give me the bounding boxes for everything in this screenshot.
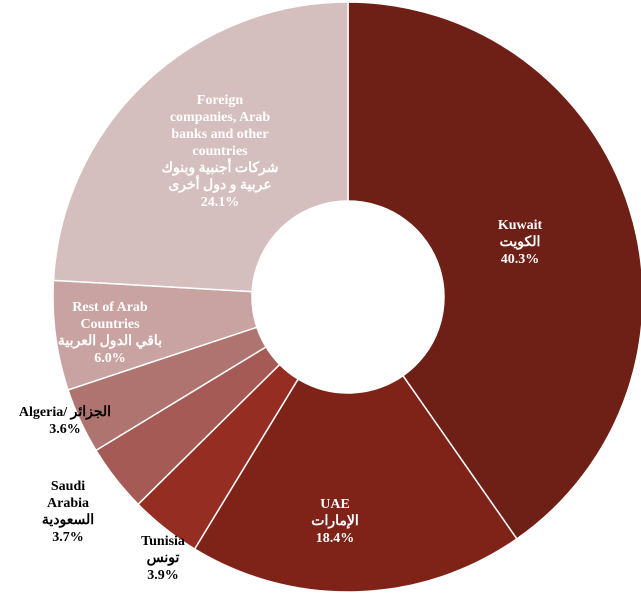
slice-label: شركات أجنبية وبنوك [162,157,279,176]
value-label: 18.4% [316,531,355,546]
slice-label: banks and other [171,127,268,142]
value-label: 3.9% [147,568,179,583]
slice-label: companies, Arab [170,110,271,125]
slice-label: الإمارات [311,514,358,530]
slice-label: Tunisia [141,534,185,549]
slice-label: Rest of Arab [72,300,148,315]
value-label: 6.0% [94,351,126,366]
value-label: 3.6% [49,422,81,437]
slice-label: باقي الدول العربية [58,334,162,349]
slice-label: Foreign [197,93,244,108]
slice-label: تونس [147,551,180,566]
value-label: 24.1% [201,195,240,210]
slice-label: الكويت [500,234,541,250]
slice [347,1,641,540]
slice-label: countries [192,144,248,159]
slice-label: UAE [320,497,350,512]
slice-label: Arabia [47,496,89,511]
slice-label: Kuwait [498,218,543,233]
slice [193,374,518,593]
slice-label: عربية و دول أخرى [168,174,271,193]
slice [52,1,349,293]
slice-label: Countries [80,317,140,332]
slice-label: Saudi [51,479,85,494]
value-label: 40.3% [501,252,540,267]
slice-label: Algeria/ الجزائر [19,405,111,420]
value-label: 3.7% [52,530,84,545]
slice-label: السعودية [42,513,94,528]
